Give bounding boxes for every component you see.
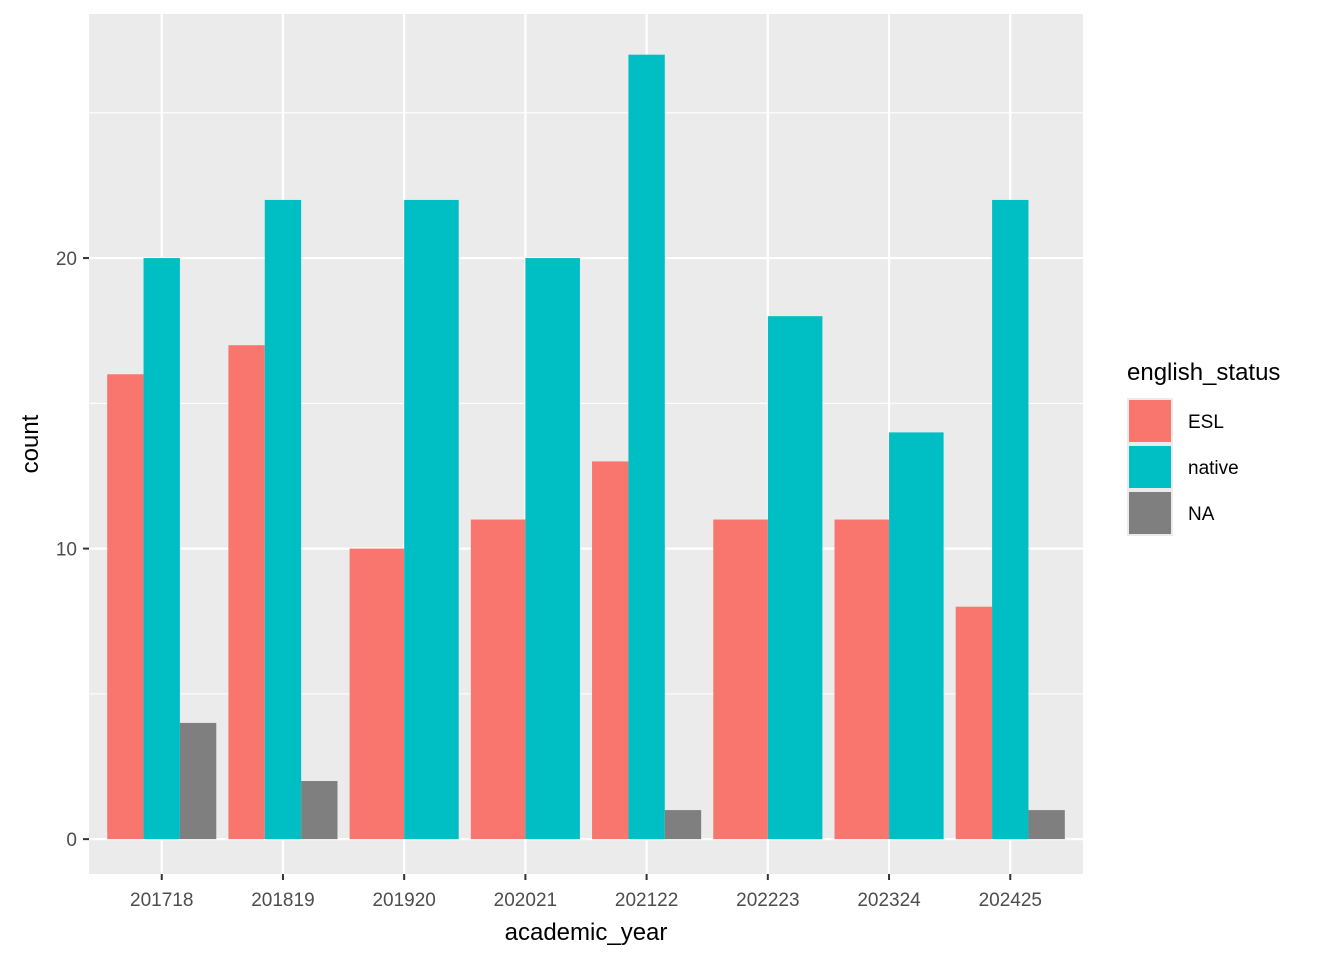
legend-label-esl: ESL: [1188, 412, 1224, 433]
legend-swatch-na: [1129, 492, 1171, 534]
legend-label-na: NA: [1188, 504, 1215, 525]
legend-label-native: native: [1188, 458, 1239, 479]
bars: [107, 54, 1065, 840]
legend-title: english_status: [1127, 359, 1280, 386]
x-tick-label: 201718: [130, 890, 193, 911]
bar-na-201819: [301, 781, 338, 840]
x-tick-label: 201819: [251, 890, 314, 911]
bar-esl-202223: [713, 519, 768, 840]
bar-na-202425: [1028, 810, 1065, 840]
y-tick-label: 10: [56, 540, 77, 561]
x-tick-label: 202324: [857, 890, 921, 911]
bar-native-201920: [404, 199, 459, 840]
bar-native-202223: [767, 316, 823, 840]
bar-na-201718: [179, 722, 217, 840]
x-tick-label: 202223: [736, 890, 799, 911]
y-axis-title: count: [17, 414, 44, 473]
x-tick-label: 202122: [615, 890, 678, 911]
bar-native-202425: [992, 199, 1029, 840]
x-axis: 201718 201819 201920 202021 202122 202223 2023…: [130, 874, 1042, 911]
bar-native-202324: [889, 432, 944, 840]
bar-esl-201718: [107, 374, 144, 840]
bar-native-201819: [264, 199, 302, 840]
x-tick-label: 202021: [494, 890, 557, 911]
y-tick-label: 0: [66, 830, 77, 851]
legend-swatch-native: [1129, 446, 1171, 488]
bar-na-202122: [664, 810, 702, 840]
x-tick-label: 202425: [979, 890, 1042, 911]
bar-esl-201920: [349, 548, 405, 840]
y-tick-label: 20: [56, 249, 77, 270]
y-axis: 0 10 20: [56, 249, 89, 851]
legend-swatch-esl: [1129, 400, 1171, 442]
bar-native-202021: [525, 258, 580, 840]
x-tick-label: 201920: [372, 890, 435, 911]
bar-esl-202021: [470, 519, 526, 840]
bar-esl-202425: [955, 606, 993, 840]
bar-esl-202324: [834, 519, 890, 840]
legend: english_status ESL native NA: [1127, 359, 1280, 536]
bar-esl-201819: [228, 345, 265, 840]
bar-native-201718: [143, 258, 180, 840]
x-axis-title: academic_year: [505, 919, 668, 946]
bar-esl-202122: [592, 461, 629, 840]
bar-native-202122: [628, 54, 665, 840]
